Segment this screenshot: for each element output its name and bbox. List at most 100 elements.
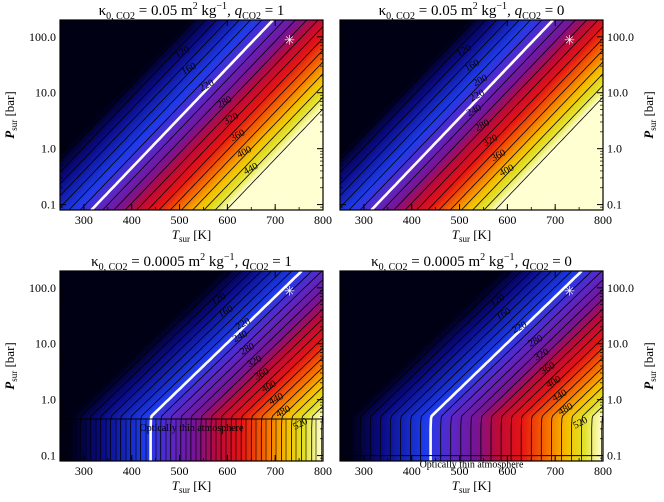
y-tick-label: 100.0 [607, 281, 634, 295]
contour-100 [369, 271, 522, 461]
contour-140 [340, 20, 509, 197]
contour-280 [404, 20, 587, 210]
contour-160 [400, 271, 552, 461]
contour-100 [340, 20, 486, 173]
contour-160 [120, 271, 272, 461]
y-tick-label: 0.1 [41, 198, 56, 212]
contour-140 [60, 20, 229, 197]
contour-80 [340, 20, 475, 161]
contour-160 [340, 20, 520, 209]
x-tick-label: 300 [75, 464, 93, 478]
thin-band-label: Optically thin atmosphere [140, 423, 244, 434]
contour-480 [281, 376, 323, 461]
marker-star: ✳ [564, 284, 575, 299]
y-tick-label: 10.0 [607, 337, 628, 351]
x-tick-label: 600 [218, 213, 236, 227]
contour-120 [99, 271, 252, 461]
chart-panel-3: 120160220240280320360400440480520Optical… [2, 252, 332, 495]
contour-320 [200, 298, 323, 461]
contour-520 [581, 395, 603, 461]
contour-380 [230, 327, 323, 461]
contour-300 [470, 288, 603, 461]
y-tick-label: 1.0 [41, 393, 56, 407]
contour-420 [483, 84, 603, 210]
thin-band-hatch [65, 419, 317, 461]
marker-star: ✳ [284, 33, 295, 48]
contour-120 [340, 20, 497, 185]
contour-240 [382, 20, 565, 210]
x-tick-label: 600 [218, 464, 236, 478]
y-tick-label: 0.1 [607, 198, 622, 212]
contour-360 [169, 49, 323, 210]
contour-300 [416, 20, 599, 210]
x-tick-label: 700 [546, 213, 564, 227]
chart-panel-4: 120160220280320360400440480520Optically … [339, 252, 658, 495]
contour-360 [449, 49, 603, 210]
y-tick-label: 0.1 [41, 449, 56, 463]
contour-lines [79, 271, 323, 461]
x-tick-label: 800 [594, 464, 612, 478]
contour-white-220 [149, 271, 303, 461]
contour-340 [158, 37, 323, 210]
contour-560 [601, 415, 603, 461]
x-tick-label: 600 [498, 213, 516, 227]
x-tick-label: 700 [546, 464, 564, 478]
contour-100 [89, 271, 242, 461]
contour-380 [510, 327, 603, 461]
contour-380 [461, 61, 603, 210]
x-axis-label: Tsur [K] [452, 227, 492, 244]
contour-lines [340, 20, 603, 210]
thin-band-label: Optically thin atmosphere [420, 460, 524, 471]
marker-star: ✳ [564, 33, 575, 48]
y-tick-label: 1.0 [607, 142, 622, 156]
contour-180 [68, 20, 251, 210]
contour-300 [136, 20, 319, 210]
x-tick-label: 400 [403, 213, 421, 227]
contour-180 [410, 271, 562, 461]
y-tick-label: 100.0 [29, 281, 56, 295]
y-tick-label: 0.1 [607, 449, 622, 463]
contour-white-220 [90, 20, 274, 210]
contour-400 [472, 73, 603, 210]
contour-340 [210, 308, 323, 461]
marker-star: ✳ [284, 284, 295, 299]
contour-420 [530, 347, 603, 461]
y-tick-label: 1.0 [607, 393, 622, 407]
x-tick-label: 300 [75, 213, 93, 227]
contour-320 [147, 25, 323, 210]
contour-260 [113, 20, 296, 210]
x-tick-label: 300 [355, 464, 373, 478]
contour-340 [490, 308, 603, 461]
x-tick-label: 400 [123, 213, 141, 227]
contour-460 [551, 366, 603, 461]
contour-80 [79, 271, 232, 461]
x-tick-label: 400 [403, 464, 421, 478]
chart-title: κ0, CO2 = 0.05 m2 kg−1, qCO2 = 0 [379, 1, 565, 22]
contour-440 [540, 356, 603, 461]
y-tick-label: 10.0 [35, 337, 56, 351]
contour-440 [214, 96, 323, 210]
chart-title: κ0, CO2 = 0.0005 m2 kg−1, qCO2 = 1 [91, 252, 292, 273]
contour-460 [226, 108, 323, 210]
contour-lines [359, 271, 603, 461]
y-tick-label: 10.0 [607, 86, 628, 100]
contour-200 [140, 271, 292, 461]
contour-200 [420, 271, 572, 461]
contour-280 [180, 279, 323, 461]
y-axis-label: Psur [bar] [2, 342, 19, 389]
contour-140 [109, 271, 262, 461]
contour-140 [389, 271, 542, 461]
contour-540 [311, 405, 323, 461]
x-axis-label: Tsur [K] [172, 478, 212, 495]
contour-120 [379, 271, 532, 461]
contour-360 [220, 317, 323, 461]
x-tick-label: 800 [314, 213, 332, 227]
contour-400 [192, 73, 323, 210]
x-tick-label: 400 [123, 464, 141, 478]
contour-460 [271, 366, 323, 461]
contour-240 [102, 20, 285, 210]
y-axis-label: Psur [bar] [641, 91, 658, 138]
contour-540 [591, 405, 603, 461]
